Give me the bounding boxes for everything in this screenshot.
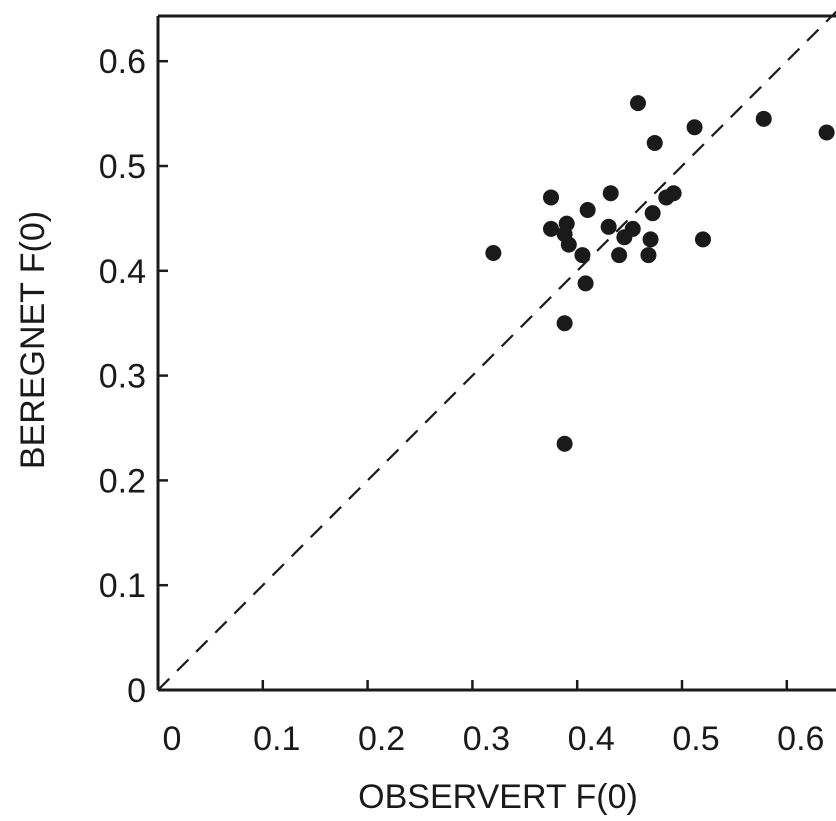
x-axis-title: OBSERVERT F(0)	[358, 778, 638, 816]
y-tick-label: 0.5	[99, 148, 146, 186]
data-point	[644, 205, 661, 222]
data-point	[665, 185, 682, 202]
data-point	[629, 95, 646, 112]
reference-line	[157, 10, 836, 691]
y-tick-label: 0.2	[99, 462, 146, 500]
data-point	[577, 275, 594, 292]
data-point	[560, 236, 577, 253]
y-tick-label: 0.1	[99, 567, 146, 605]
x-tick-label: 0.3	[463, 720, 510, 758]
data-point	[602, 185, 619, 202]
data-point	[574, 247, 591, 264]
x-tick-label: 0.5	[672, 720, 719, 758]
y-tick-label: 0.3	[99, 358, 146, 396]
data-point	[624, 220, 641, 237]
data-point	[646, 134, 663, 151]
data-point	[485, 244, 502, 261]
data-point	[640, 247, 657, 264]
plot-area	[156, 10, 836, 692]
y-tick-label: 0.6	[99, 43, 146, 81]
data-point	[642, 231, 659, 248]
data-point	[579, 202, 596, 219]
y-tick-label: 0	[127, 672, 146, 710]
data-point	[556, 435, 573, 452]
axis-ticks: 0 0.1 0.2 0.3 0.4 0.5 0.6 0 0.1 0.2 0.3 0.4 0.5 0.6	[99, 43, 825, 758]
data-point	[818, 124, 835, 141]
y-tick-label: 0.4	[99, 253, 146, 291]
y-axis-title: BEREGNET F(0)	[14, 211, 52, 469]
data-point	[556, 315, 573, 332]
data-point	[755, 110, 772, 127]
data-point	[600, 218, 617, 235]
x-tick-label: 0.6	[777, 720, 824, 758]
data-point	[686, 119, 703, 136]
data-point	[694, 231, 711, 248]
x-tick-label: 0	[163, 720, 182, 758]
data-point	[611, 247, 628, 264]
x-tick-label: 0.1	[253, 720, 300, 758]
data-point	[558, 215, 575, 232]
data-points	[485, 95, 835, 452]
data-point	[543, 189, 559, 206]
x-tick-label: 0.2	[358, 720, 405, 758]
x-tick-label: 0.4	[568, 720, 615, 758]
data-point	[543, 220, 559, 237]
